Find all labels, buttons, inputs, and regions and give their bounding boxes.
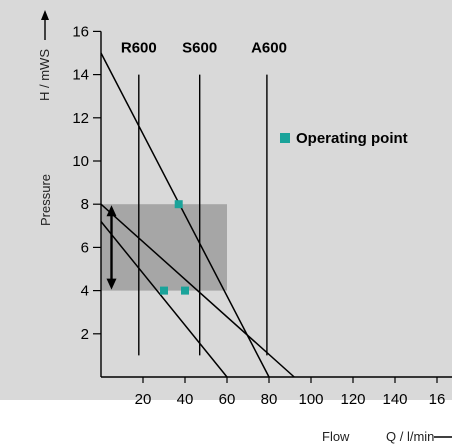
legend-swatch [280,133,290,143]
x-axis-label-unit: Q / l/min [386,429,434,444]
series-lines [100,52,295,378]
y-tick-label: 10 [72,153,89,170]
series-line [100,203,295,378]
series-label: A600 [251,40,287,57]
range-arrow-head-top [106,205,117,217]
y-tick-label: 14 [72,67,89,84]
x-tick-label: 80 [261,391,278,408]
y-tick-label: 16 [72,23,89,40]
legend: Operating point [280,130,408,147]
y-axis-label-unit: H / mWS [37,49,52,101]
operating-point [181,286,189,295]
y-tick-label: 4 [81,283,89,300]
series-labels: R600 S600 A600 [121,40,287,57]
series-line [100,221,228,378]
series-label: S600 [182,40,217,57]
x-tick-label: 140 [382,391,407,408]
range-arrow [106,205,117,290]
series-line [100,52,270,378]
operating-points [160,200,189,295]
y-axis-arrow [41,10,49,40]
x-tick-label: 16 [429,391,446,408]
operating-point [174,200,183,209]
y-tick-label: 8 [81,196,89,213]
x-tick-label: 120 [340,391,365,408]
y-tick-label: 2 [81,326,89,343]
y-tick-label: 6 [81,239,89,256]
x-axis-label-flow: Flow [322,429,350,444]
y-axis-label-pressure: Pressure [38,174,53,226]
x-tick-label: 40 [177,391,194,408]
x-tick-label: 20 [135,391,152,408]
x-tick-label: 60 [219,391,236,408]
legend-label: Operating point [296,130,408,147]
series-marker-lines [138,74,268,356]
axes: 2 4 6 8 10 12 14 16 20 40 60 80 100 120 140 16 [72,23,452,408]
x-tick-label: 100 [298,391,323,408]
operating-range [101,204,227,291]
plot-background [0,0,452,400]
series-label: R600 [121,40,157,57]
range-arrow-head-bottom [106,278,117,290]
operating-point [160,286,168,295]
y-tick-label: 12 [72,110,89,127]
